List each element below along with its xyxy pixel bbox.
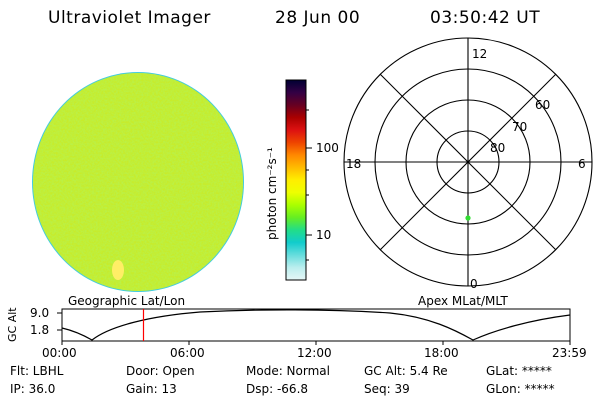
lat-label-70: 70 [512, 120, 528, 134]
info-seq: Seq: 39 [364, 382, 410, 396]
lat-label-80: 80 [490, 141, 506, 155]
info-mode: Mode: Normal [246, 364, 330, 378]
info-gc-alt: GC Alt: 5.4 Re [364, 364, 448, 378]
colorbar-ticks [306, 109, 312, 261]
colorbar-tick-10: 10 [316, 228, 332, 242]
satellite-point [465, 215, 471, 221]
mlt-label-6: 6 [578, 157, 586, 171]
colorbar-unit-label: photon cm⁻²s⁻¹ [265, 147, 279, 240]
info-glon: GLon: ***** [486, 382, 555, 396]
app-title: Ultraviolet Imager [48, 8, 211, 28]
mlt-label-18: 18 [346, 157, 362, 171]
time-tick-1200: 12:00 [297, 346, 332, 360]
colorbar [285, 79, 307, 281]
mlt-label-12: 12 [472, 47, 488, 61]
bright-spot [112, 260, 124, 280]
polar-plot [343, 37, 593, 287]
time-tick-2359: 23:59 [552, 346, 587, 360]
lat-label-60: 60 [535, 98, 551, 112]
info-gain: Gain: 13 [126, 382, 177, 396]
date-label: 28 Jun 00 [275, 8, 361, 28]
alt-tick-low: 1.8 [30, 323, 50, 337]
alt-axis-label: GC Alt [6, 307, 19, 342]
time-tick-1800: 18:00 [424, 346, 459, 360]
mlt-label-0: 0 [470, 277, 478, 291]
info-dsp: Dsp: -66.8 [246, 382, 309, 396]
colorbar-tick-100: 100 [316, 141, 339, 155]
info-ip: IP: 36.0 [10, 382, 56, 396]
info-door: Door: Open [126, 364, 195, 378]
uv-earth-image [32, 72, 244, 292]
info-glat: GLat: ***** [486, 364, 552, 378]
polar-caption: Apex MLat/MLT [418, 294, 508, 308]
time-label: 03:50:42 UT [430, 8, 541, 28]
alt-tick-high: 9.0 [30, 306, 50, 320]
time-tick-0000: 00:00 [42, 346, 77, 360]
time-tick-0600: 06:00 [170, 346, 205, 360]
image-caption: Geographic Lat/Lon [68, 294, 186, 308]
altitude-strip [57, 308, 571, 345]
altitude-curve [61, 309, 571, 341]
info-flt: Flt: LBHL [10, 364, 64, 378]
